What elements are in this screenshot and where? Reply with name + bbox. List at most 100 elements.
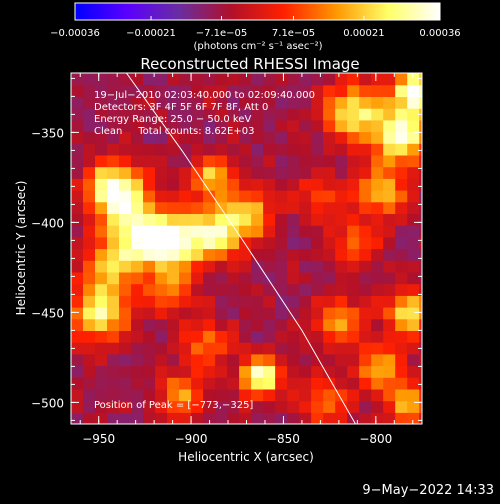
heatmap-cell [155,400,168,413]
heatmap-cell [71,283,84,296]
heatmap-cell [335,330,348,343]
heatmap-cell [263,236,276,250]
x-tick-label: −900 [175,432,208,446]
heatmap-cell [371,365,384,378]
heatmap-cell [251,271,264,285]
heatmap-cell [191,400,204,413]
heatmap-cell [143,248,156,261]
heatmap-cell [275,213,288,226]
heatmap-cell [191,295,204,308]
heatmap-cell [155,73,168,86]
heatmap-cell [287,225,300,238]
heatmap-cell [395,166,408,179]
heatmap-cell [323,96,336,109]
heatmap-cell [323,236,336,250]
heatmap-cell [107,295,120,308]
heatmap-cell [83,96,96,109]
heatmap-cell [227,143,240,156]
heatmap-cell [323,377,336,390]
heatmap-cell [395,119,408,133]
heatmap-cell [203,283,216,296]
heatmap-cell [407,190,420,203]
heatmap-cell [215,330,228,343]
heatmap-cell [323,154,336,168]
heatmap-cell [119,330,132,343]
heatmap-cell [311,342,324,355]
heatmap-cell [95,365,108,378]
heatmap-cell [83,154,96,168]
heatmap-cell [143,190,156,203]
heatmap-cell [227,342,240,355]
heatmap-cell [155,96,168,109]
heatmap-cell [119,248,132,261]
heatmap-cell [419,154,422,168]
heatmap-cell [155,248,168,261]
heatmap-cell [407,166,420,179]
heatmap-cell [407,143,420,156]
heatmap-cell [71,225,84,238]
heatmap-cell [71,353,84,367]
heatmap-cell [155,377,168,390]
heatmap-cell [407,412,420,424]
heatmap-cell [191,131,204,144]
heatmap-cell [143,412,156,424]
heatmap-cell [95,108,108,121]
heatmap-cell [95,131,108,144]
heatmap-cell [191,365,204,378]
heatmap-cell [335,377,348,390]
heatmap-cell [191,307,204,320]
heatmap-cell [371,330,384,343]
heatmap-cell [119,307,132,320]
heatmap-cell [383,213,396,226]
heatmap-cell [419,353,422,367]
heatmap-cell [263,295,276,308]
heatmap-cell [191,236,204,250]
heatmap-cell [191,119,204,133]
heatmap-cell [359,342,372,355]
heatmap-cell [419,190,422,203]
heatmap-cell [335,271,348,285]
heatmap-cell [371,236,384,250]
heatmap-cell [167,353,180,367]
heatmap-cell [419,295,422,308]
heatmap-cell [407,307,420,320]
heatmap-cell [299,412,312,424]
heatmap-cell [383,178,396,191]
heatmap-cell [383,119,396,133]
heatmap-cell [227,154,240,168]
heatmap-cell [263,318,276,331]
heatmap-cell [407,271,420,285]
heatmap-cell [95,143,108,156]
heatmap-cell [107,190,120,203]
heatmap-cell [215,295,228,308]
heatmap-cell [419,84,422,97]
heatmap-cell [335,143,348,156]
heatmap-cell [359,377,372,390]
heatmap-cell [395,260,408,273]
heatmap-cell [83,201,96,214]
heatmap-cell [71,318,84,331]
heatmap-cell [347,154,360,168]
heatmap-cell [83,318,96,331]
heatmap-cell [263,342,276,355]
heatmap-cell [95,178,108,191]
heatmap-cell [251,143,264,156]
heatmap-cell [131,108,144,121]
heatmap-cell [407,131,420,144]
heatmap-cell [395,307,408,320]
heatmap-cell [203,131,216,144]
heatmap-cell [395,108,408,121]
heatmap-cell [359,260,372,273]
heatmap-cell [179,388,192,402]
heatmap-cell [335,213,348,226]
heatmap-cell [407,225,420,238]
heatmap-cell [227,353,240,367]
heatmap-cell [323,260,336,273]
heatmap-cell [311,225,324,238]
heatmap-cell [131,365,144,378]
heatmap-cell [275,353,288,367]
heatmap-cell [395,96,408,109]
heatmap-cell [371,84,384,97]
heatmap-cell [251,190,264,203]
heatmap-cell [203,143,216,156]
